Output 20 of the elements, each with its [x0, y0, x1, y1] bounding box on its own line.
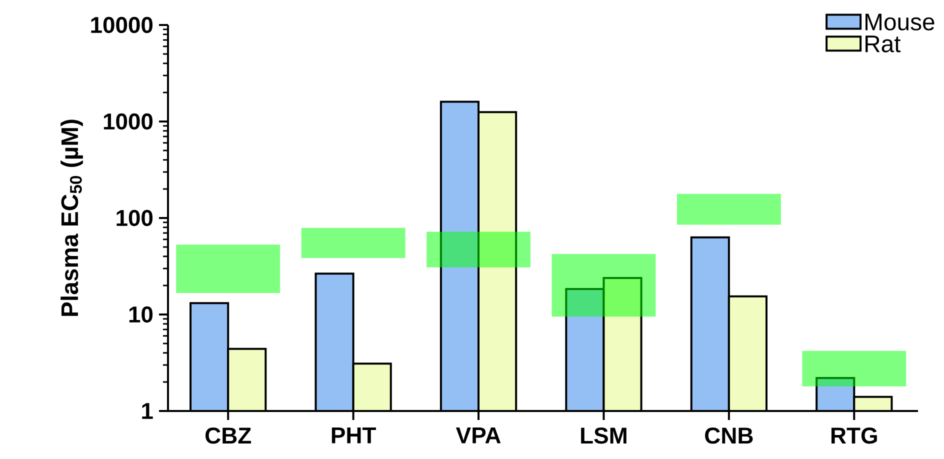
x-tick-label: PHT: [332, 427, 376, 444]
x-tick-label: CNB: [705, 427, 753, 444]
y-tick-label: 1: [142, 403, 153, 419]
x-tick-label: VPA: [456, 427, 501, 444]
y-tick-label: 10: [129, 306, 153, 323]
legend-label: Rat: [866, 36, 901, 52]
bar: [301, 228, 406, 258]
bar: [676, 194, 781, 225]
bar: [552, 254, 656, 317]
x-tick-label: LSM: [581, 427, 626, 444]
y-axis-title: Plasma EC$_{50}$ (µM): [60, 120, 83, 316]
legend-label: Mouse: [866, 14, 934, 30]
bar: [426, 232, 530, 268]
bar: [176, 244, 280, 294]
x-tick-label: RTG: [831, 427, 877, 444]
y-tick-label: 100: [116, 210, 153, 226]
x-tick-label: CBZ: [205, 427, 251, 444]
y-tick-label: 10000: [91, 16, 153, 34]
y-tick-label: 1000: [104, 113, 153, 130]
bar: [802, 350, 906, 386]
